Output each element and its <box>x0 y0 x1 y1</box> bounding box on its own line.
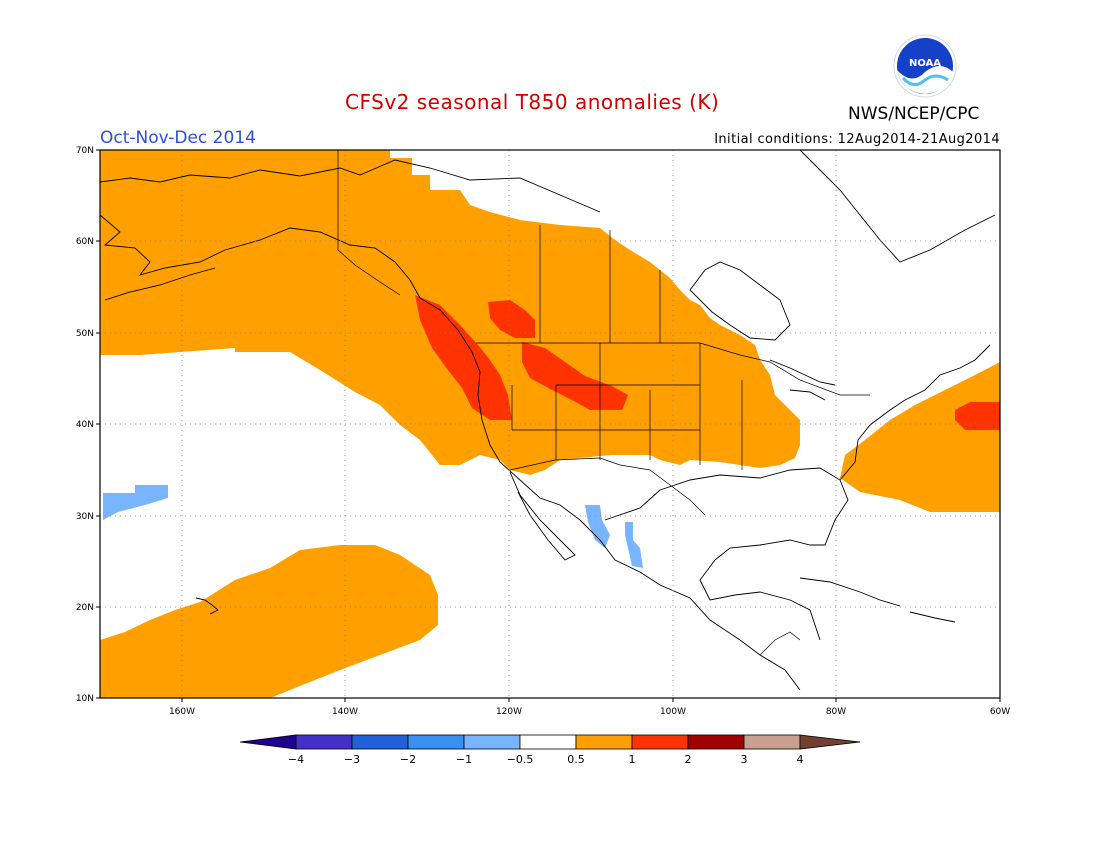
chart-title: CFSv2 seasonal T850 anomalies (K) <box>345 90 720 114</box>
political-borders <box>337 150 870 656</box>
warm-anomaly-subtropical-pacific <box>100 545 438 698</box>
colorbar-swatch <box>631 734 689 750</box>
agency-label: NWS/NCEP/CPC <box>848 104 980 124</box>
period-label: Oct-Nov-Dec 2014 <box>100 128 256 148</box>
colorbar-swatch <box>351 734 409 750</box>
strong-warm-north-atlantic <box>955 402 1000 430</box>
strong-warm-northern-plains <box>522 342 628 410</box>
cool-anomaly-mexico-north <box>585 505 610 548</box>
lat-tick-label: 20N <box>76 603 94 613</box>
colorbar: −4 −3 −2 −1 −0.5 0.5 1 2 3 4 <box>239 734 861 766</box>
initial-conditions-label: Initial conditions: 12Aug2014-21Aug2014 <box>714 132 1000 147</box>
noaa-logo: NOAA <box>893 34 957 98</box>
colorbar-swatch <box>687 734 745 750</box>
colorbar-swatch <box>407 734 465 750</box>
colorbar-swatch <box>743 734 801 750</box>
lon-tick-label: 80W <box>826 707 846 717</box>
colorbar-arrow-high <box>799 734 861 750</box>
colorbar-arrow-low <box>239 734 297 750</box>
warm-anomaly-atlantic <box>840 362 1000 512</box>
lat-tick-label: 40N <box>76 420 94 430</box>
colorbar-tick-label: −0.5 <box>507 753 534 766</box>
colorbar-tick-label: −4 <box>288 753 304 766</box>
lon-tick-label: 120W <box>496 707 522 717</box>
colorbar-tick-label: −1 <box>456 753 472 766</box>
colorbar-tick-label: 1 <box>629 753 636 766</box>
cool-anomaly-mexico-south <box>625 522 643 568</box>
colorbar-tick-label: 2 <box>685 753 692 766</box>
colorbar-swatch <box>519 734 577 750</box>
lat-tick-label: 60N <box>76 237 94 247</box>
colorbar-tick-label: 3 <box>741 753 748 766</box>
lat-tick-label: 50N <box>76 329 94 339</box>
lon-tick-label: 140W <box>332 707 358 717</box>
latitude-tick-labels: 70N 60N 50N 40N 30N 20N 10N <box>76 146 94 704</box>
colorbar-tick-label: 0.5 <box>567 753 585 766</box>
graticule <box>100 150 1000 698</box>
lon-tick-label: 100W <box>660 707 686 717</box>
colorbar-tick-label: −3 <box>344 753 360 766</box>
lon-tick-label: 60W <box>990 707 1010 717</box>
strong-warm-pacific-northwest <box>415 295 512 420</box>
lat-tick-label: 30N <box>76 512 94 522</box>
strong-warm-british-columbia <box>488 300 535 338</box>
lat-tick-label: 70N <box>76 146 94 156</box>
anomaly-fills <box>100 150 1000 698</box>
longitude-tick-labels: 160W 140W 120W 100W 80W 60W <box>169 707 1010 717</box>
cool-anomaly-central-pacific <box>103 485 168 520</box>
noaa-logo-text: NOAA <box>909 58 941 69</box>
lat-tick-label: 10N <box>76 694 94 704</box>
coastlines <box>99 149 996 691</box>
colorbar-swatch <box>463 734 521 750</box>
colorbar-swatch <box>295 734 353 750</box>
colorbar-tick-label: −2 <box>400 753 416 766</box>
lon-tick-label: 160W <box>169 707 195 717</box>
warm-anomaly-north-america <box>100 150 800 475</box>
colorbar-swatch <box>575 734 633 750</box>
colorbar-tick-label: 4 <box>797 753 804 766</box>
